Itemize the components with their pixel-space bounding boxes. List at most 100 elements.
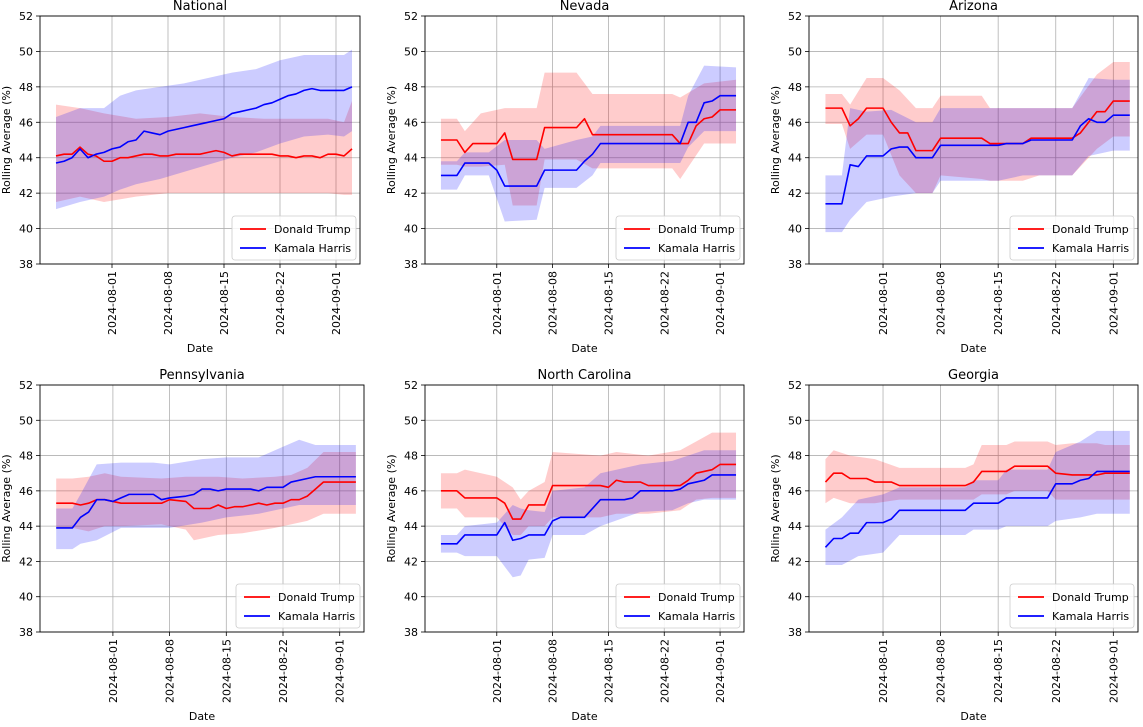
trump-confidence-band (825, 62, 1130, 194)
y-tick-label: 44 (404, 152, 418, 165)
legend: Donald Trump Kamala Harris (1009, 215, 1135, 261)
subplot-title: Nevada (560, 0, 610, 14)
y-tick-label: 48 (788, 450, 802, 463)
legend-label: Donald Trump (658, 223, 735, 236)
x-tick-label: 2024-08-15 (602, 639, 615, 703)
plot-area (824, 430, 1130, 565)
harris-line (824, 470, 1130, 548)
subplot-title: National (173, 0, 227, 14)
y-tick-label: 46 (404, 485, 418, 498)
y-tick-label: 44 (404, 520, 418, 533)
legend-label: Kamala Harris (658, 610, 735, 623)
y-tick-label: 42 (788, 187, 802, 200)
legend-box (1009, 583, 1135, 629)
x-tick-label: 2024-08-08 (935, 271, 948, 335)
subplot-title: North Carolina (538, 368, 632, 383)
y-tick-label: 52 (404, 10, 418, 23)
plot-area (55, 49, 353, 210)
y-tick-label: 50 (19, 45, 33, 58)
x-tick-label: 2024-09-01 (330, 271, 343, 335)
y-tick-label: 42 (404, 187, 418, 200)
legend-label: Kamala Harris (274, 242, 351, 255)
y-tick-label: 50 (788, 45, 802, 58)
legend-label: Donald Trump (274, 223, 351, 236)
x-tick-label: 2024-09-01 (714, 271, 727, 335)
x-tick-label: 2024-08-01 (107, 639, 120, 703)
y-tick-label: 40 (19, 223, 33, 236)
subplot-title: Pennsylvania (159, 368, 244, 383)
harris-confidence-band (825, 78, 1130, 233)
y-tick-label: 40 (404, 223, 418, 236)
y-tick-label: 52 (404, 379, 418, 392)
y-tick-label: 50 (404, 414, 418, 427)
y-tick-label: 48 (19, 450, 33, 463)
harris-line (55, 86, 353, 164)
x-tick-label: 2024-08-22 (658, 639, 671, 703)
y-tick-label: 40 (788, 223, 802, 236)
legend-box (231, 215, 357, 261)
y-tick-label: 52 (788, 379, 802, 392)
y-tick-label: 46 (19, 116, 33, 129)
x-axis-label: Date (571, 710, 598, 723)
trump-line (55, 146, 353, 163)
y-tick-label: 44 (19, 152, 33, 165)
harris-confidence-band (825, 430, 1130, 565)
y-tick-label: 52 (19, 379, 33, 392)
y-tick-label: 46 (404, 116, 418, 129)
y-tick-label: 44 (788, 152, 802, 165)
harris-confidence-band (440, 65, 737, 222)
subplot-north-carolina: 38 40 42 44 46 48 50 52 2024-08-01 2024-08-08 2024… (385, 368, 745, 723)
x-tick-label: 2024-08-01 (491, 271, 504, 335)
x-tick-label: 2024-08-22 (658, 271, 671, 335)
legend-label: Kamala Harris (278, 610, 355, 623)
harris-confidence-band (56, 49, 352, 210)
axes-frame (39, 384, 365, 633)
y-tick-label: 38 (788, 626, 802, 639)
legend-label: Donald Trump (1052, 223, 1129, 236)
x-tick-label: 2024-08-15 (992, 271, 1005, 335)
x-tick-label: 2024-08-08 (547, 271, 560, 335)
legend-label: Donald Trump (658, 591, 735, 604)
y-tick-label: 44 (19, 520, 33, 533)
harris-confidence-band (56, 439, 356, 550)
subplot-nevada: 38 40 42 44 46 48 50 52 2024-08-01 2024-08-08 2024… (385, 0, 745, 355)
x-tick-label: 2024-09-01 (334, 639, 347, 703)
x-tick-label: 2024-08-22 (1050, 271, 1063, 335)
trump-line (440, 463, 737, 520)
axes-frame (808, 15, 1139, 265)
y-axis-label: Rolling Average (%) (0, 454, 13, 562)
plot-area (440, 65, 737, 222)
y-tick-label: 46 (19, 485, 33, 498)
y-tick-label: 52 (788, 10, 802, 23)
x-tick-label: 2024-08-15 (220, 639, 233, 703)
y-tick-label: 40 (788, 591, 802, 604)
x-tick-label: 2024-08-08 (162, 271, 175, 335)
y-tick-label: 42 (788, 555, 802, 568)
y-axis-label: Rolling Average (%) (385, 86, 398, 194)
trump-confidence-band (56, 101, 352, 202)
x-tick-label: 2024-08-01 (877, 639, 890, 703)
legend-label: Donald Trump (278, 591, 355, 604)
trump-line (825, 100, 1130, 152)
plot-area (56, 439, 356, 550)
y-tick-label: 42 (19, 187, 33, 200)
y-tick-label: 44 (788, 520, 802, 533)
x-tick-label: 2024-08-15 (218, 271, 231, 335)
legend: Donald Trump Kamala Harris (615, 215, 741, 261)
y-tick-label: 46 (788, 485, 802, 498)
y-tick-label: 38 (788, 258, 802, 271)
y-tick-label: 50 (788, 414, 802, 427)
trump-confidence-band (56, 452, 356, 541)
legend: Donald Trump Kamala Harris (615, 583, 741, 629)
x-axis-label: Date (960, 342, 987, 355)
legend: Donald Trump Kamala Harris (235, 583, 361, 629)
legend: Donald Trump Kamala Harris (231, 215, 357, 261)
y-tick-label: 42 (404, 555, 418, 568)
plot-area (825, 62, 1130, 233)
subplot-title: Arizona (949, 0, 998, 14)
x-tick-label: 2024-08-22 (1050, 639, 1063, 703)
y-tick-label: 48 (404, 450, 418, 463)
trump-line (440, 109, 737, 161)
legend-box (615, 215, 741, 261)
